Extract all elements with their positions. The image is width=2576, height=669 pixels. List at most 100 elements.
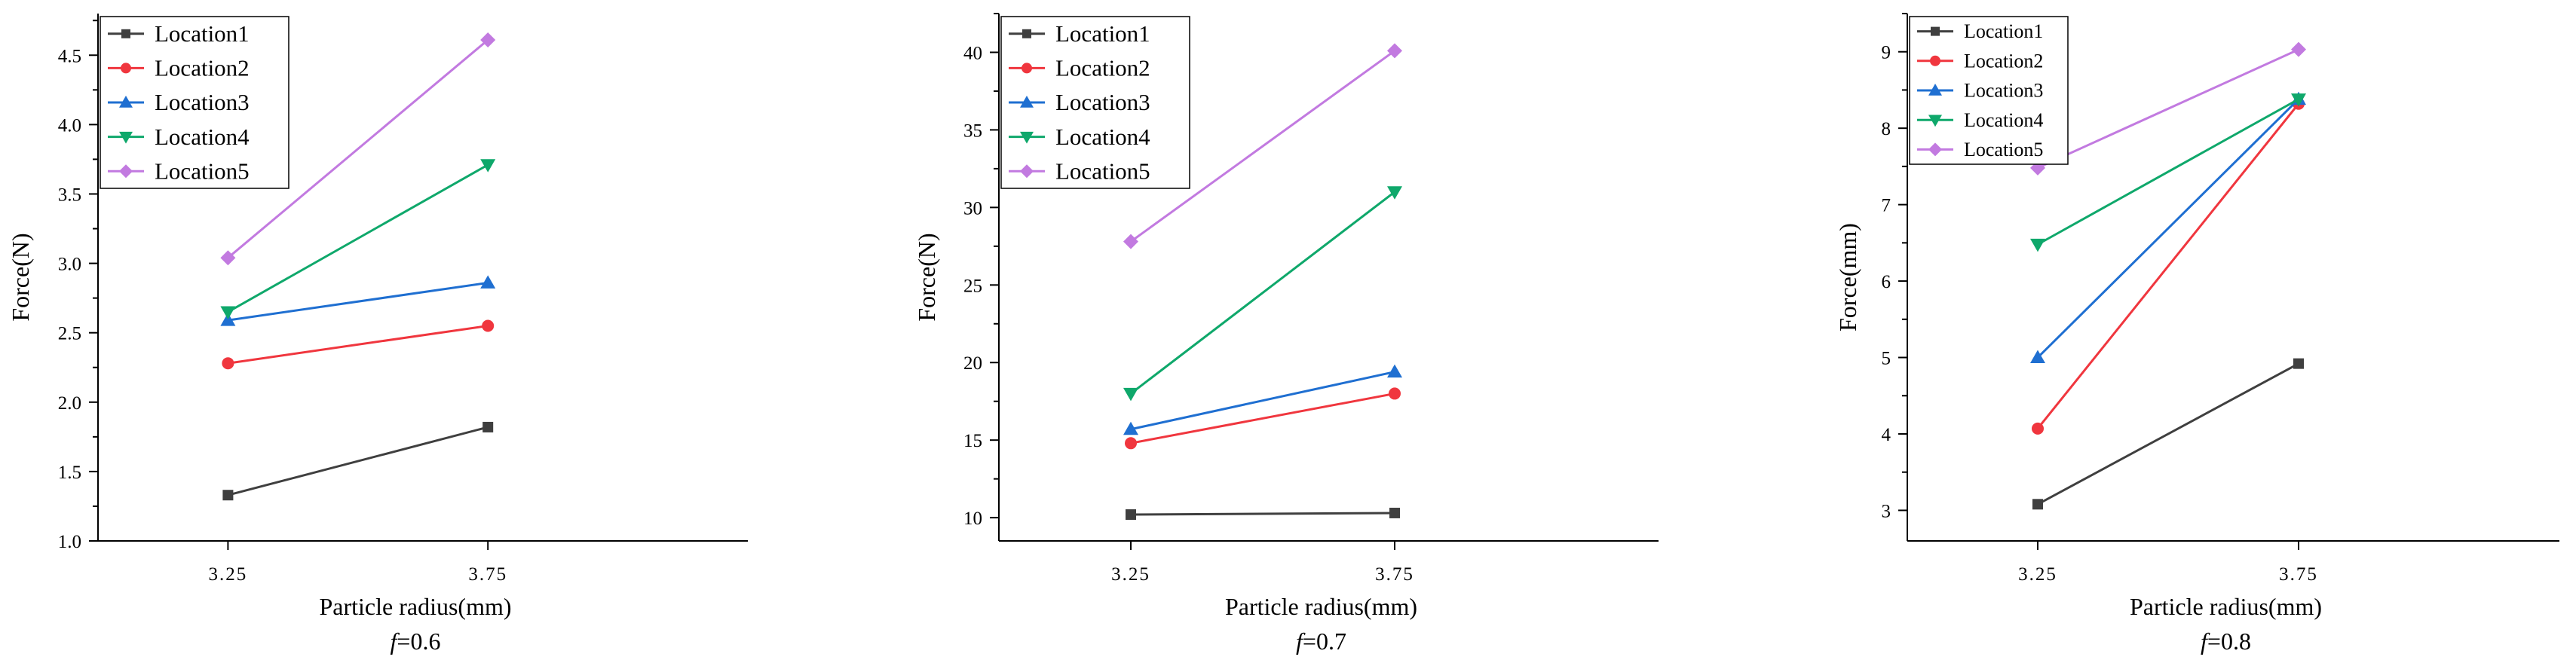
x-tick-label: 3.25 <box>209 564 248 585</box>
data-point <box>2030 350 2045 364</box>
legend-label: Location5 <box>1964 139 2043 160</box>
legend-marker <box>1928 115 1942 127</box>
legend-label: Location1 <box>1964 20 2043 42</box>
data-point <box>2293 358 2304 369</box>
legend-marker <box>1020 96 1034 108</box>
series-line <box>227 38 489 259</box>
y-tick-label: 3.5 <box>58 185 81 205</box>
y-axis-title: Force(N) <box>7 233 34 321</box>
data-point <box>1126 509 1136 520</box>
y-tick-label: 1.0 <box>58 532 81 552</box>
legend-marker <box>119 131 133 144</box>
series-line <box>2037 98 2299 246</box>
data-point <box>1389 507 1400 518</box>
series-location1 <box>222 421 494 501</box>
caption-value: =0.7 <box>1303 628 1346 655</box>
series-location3 <box>2030 91 2306 364</box>
data-point <box>1123 234 1138 249</box>
series-line <box>1130 512 1395 516</box>
series-line <box>227 163 489 313</box>
legend-label: Location1 <box>1055 20 1150 47</box>
legend-label: Location4 <box>1964 109 2043 131</box>
data-point <box>1387 43 1402 59</box>
data-point <box>480 275 496 289</box>
series-location2 <box>222 319 495 370</box>
y-tick-label: 2.0 <box>58 393 81 414</box>
legend-marker <box>119 96 133 108</box>
x-tick-label: 3.25 <box>1111 564 1150 585</box>
y-tick-label: 10 <box>963 509 982 529</box>
series-location1 <box>2032 358 2304 510</box>
legend-marker <box>1020 164 1034 179</box>
series-location1 <box>1126 507 1400 520</box>
legend-marker <box>1022 63 1032 74</box>
y-axis-title: Force(N) <box>913 233 940 321</box>
y-tick-label: 30 <box>963 198 982 218</box>
x-tick-label: 3.75 <box>2279 564 2318 585</box>
legend-label: Location1 <box>155 20 250 47</box>
data-point <box>1387 186 1402 200</box>
data-point <box>220 250 236 266</box>
y-tick-label: 4 <box>1882 425 1891 445</box>
x-axis-title: Particle radius(mm) <box>319 593 511 620</box>
legend: Location1 Location2 Location3 Location4 Loca… <box>100 16 289 189</box>
data-point <box>222 490 234 501</box>
data-point <box>2291 93 2306 107</box>
data-point <box>482 421 494 432</box>
data-point <box>2291 41 2306 57</box>
y-tick-label: 5 <box>1882 349 1891 369</box>
legend: Location1 Location2 Location3 Location4 Loca… <box>1000 16 1190 189</box>
legend-label: Location5 <box>1055 157 1150 184</box>
x-tick-label: 3.75 <box>468 564 507 585</box>
y-tick-label: 1.5 <box>58 463 81 483</box>
legend-marker <box>121 29 130 38</box>
panel-caption: f=0.6 <box>391 628 441 655</box>
series-location4 <box>220 159 496 320</box>
legend-marker <box>121 63 131 74</box>
y-tick-label: 4.5 <box>58 46 81 66</box>
data-point <box>1123 387 1138 402</box>
legend-marker <box>1930 55 1940 66</box>
legend-marker <box>1928 84 1942 96</box>
legend-label: Location3 <box>1964 80 2043 102</box>
x-axis-title: Particle radius(mm) <box>1225 593 1417 620</box>
series-location5 <box>2030 41 2306 176</box>
y-tick-label: 25 <box>963 276 982 296</box>
legend-label: Location4 <box>1055 124 1150 150</box>
series-location4 <box>1123 186 1402 402</box>
panel-caption: f=0.7 <box>1296 628 1346 655</box>
y-tick-label: 8 <box>1882 119 1891 139</box>
series-line <box>2036 98 2300 359</box>
legend-marker <box>1020 131 1034 144</box>
legend-marker <box>1931 26 1940 36</box>
legend-label: Location5 <box>155 157 250 184</box>
data-point <box>222 357 234 370</box>
legend-label: Location3 <box>1055 89 1150 115</box>
data-point <box>1389 387 1401 400</box>
chart-panel-1: 1.0 1.5 2.0 2.5 3.0 3.5 4.0 4.5 3.25 3.75 Particle… <box>7 14 748 655</box>
series-line <box>2036 102 2300 429</box>
data-point <box>480 32 496 47</box>
data-point <box>482 319 495 332</box>
y-tick-label: 9 <box>1882 43 1891 63</box>
series-location5 <box>1123 43 1402 249</box>
series-line <box>2037 362 2299 506</box>
series-line <box>1130 191 1395 395</box>
legend: Location1 Location2 Location3 Location4 Loca… <box>1909 16 2069 165</box>
series-line <box>228 324 489 365</box>
y-tick-label: 7 <box>1882 196 1891 216</box>
y-tick-label: 4.0 <box>58 115 81 136</box>
series-line <box>228 281 489 322</box>
x-axis-title: Particle radius(mm) <box>2130 593 2322 620</box>
y-tick-label: 3 <box>1882 501 1891 521</box>
y-tick-label: 6 <box>1882 272 1891 292</box>
legend-marker <box>1022 29 1031 38</box>
chart-panel-3: 3 4 5 6 7 8 9 3.25 3.75 Particle radius(mm) f=0.8 F… <box>1834 13 2559 655</box>
series-line <box>2037 48 2299 170</box>
series-line <box>1130 392 1395 444</box>
x-tick-label: 3.25 <box>2018 564 2057 585</box>
data-point <box>480 159 496 173</box>
data-point <box>1123 421 1138 435</box>
legend-label: Location2 <box>155 55 250 81</box>
